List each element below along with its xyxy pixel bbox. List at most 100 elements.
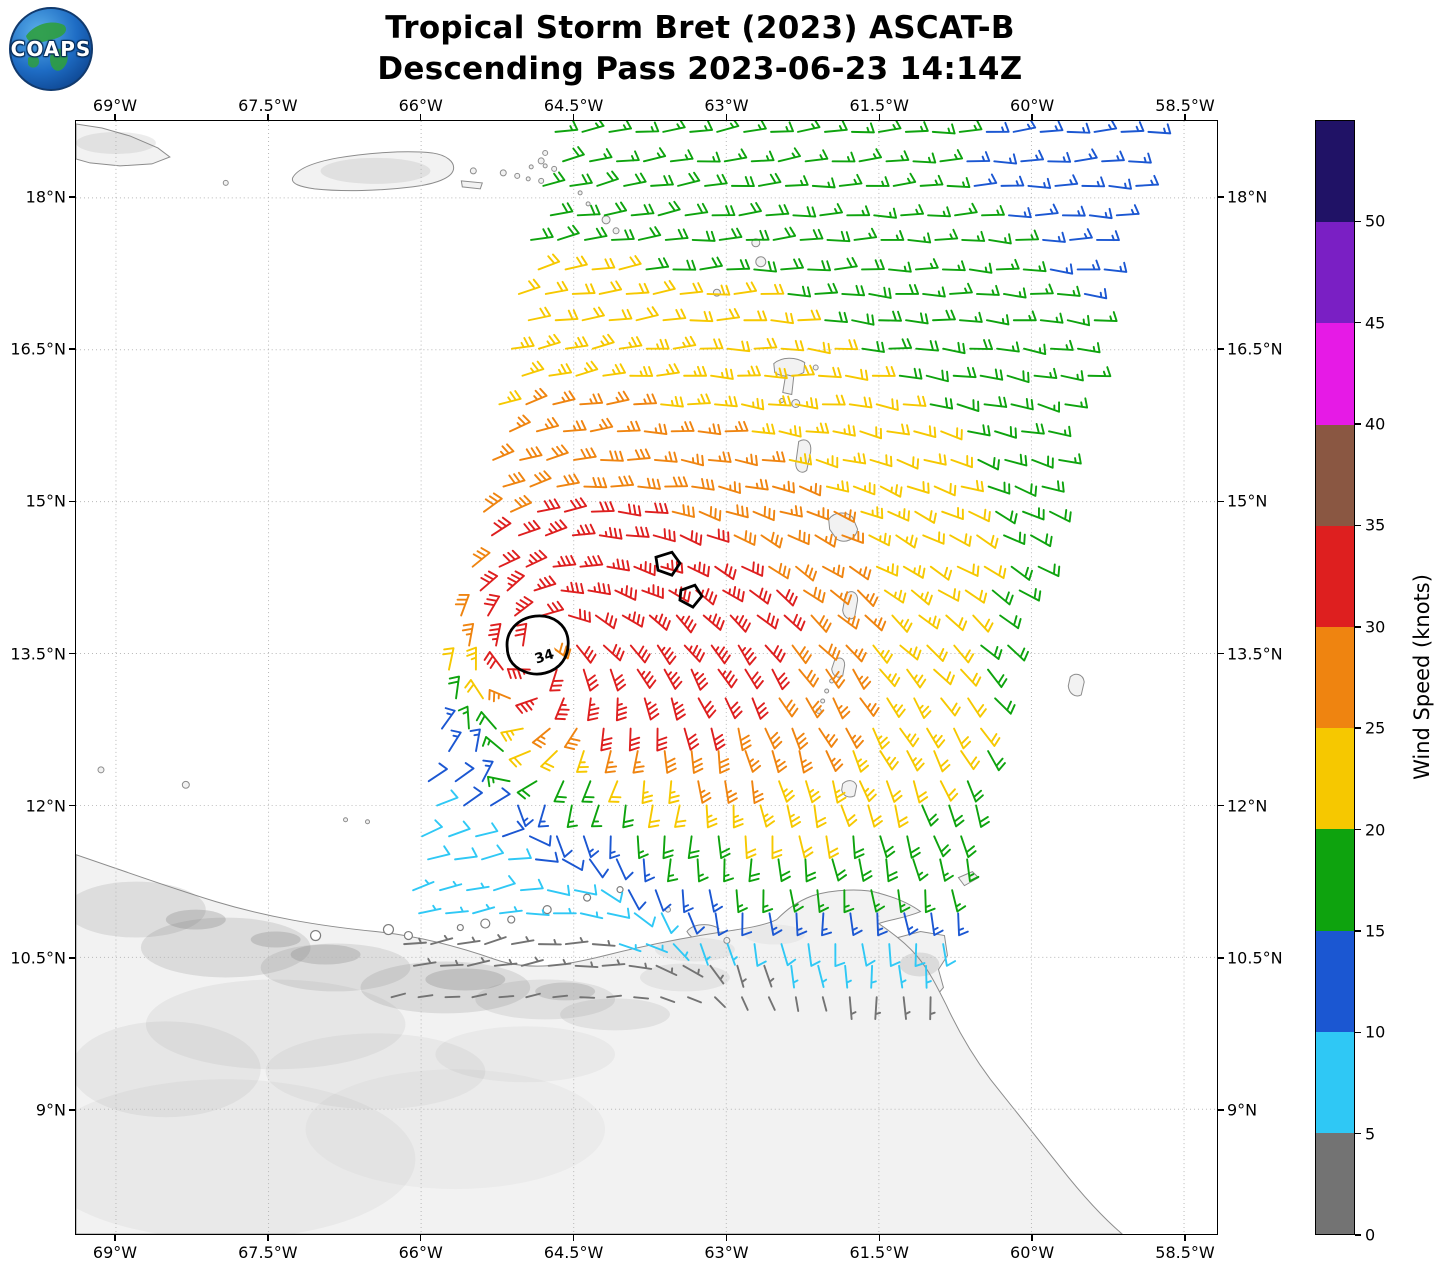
colorbar-tick-label: 0 xyxy=(1365,1225,1376,1245)
lat-tick-left xyxy=(69,348,75,350)
colorbar-segment xyxy=(1316,525,1354,627)
colorbar-tick xyxy=(1355,321,1361,324)
colorbar-tick-label: 10 xyxy=(1365,1022,1386,1042)
colorbar-segment xyxy=(1316,829,1354,931)
land-layer xyxy=(76,123,1123,1234)
lat-tick-right xyxy=(1218,804,1224,807)
colorbar-segment xyxy=(1316,323,1354,425)
lat-tick-right xyxy=(1218,348,1224,350)
lat-tick-right xyxy=(1218,500,1224,503)
colorbar-segment xyxy=(1316,121,1354,223)
lon-tick-top xyxy=(572,114,575,120)
coaps-logo: COAPS xyxy=(8,6,94,92)
colorbar-tick-label: 30 xyxy=(1365,617,1386,637)
map-canvas: 34 xyxy=(76,121,1217,1234)
lon-tick-label: 61.5°W xyxy=(849,1243,910,1262)
lat-tick-label: 16.5°N xyxy=(1227,339,1283,359)
contour-label-34: 34 xyxy=(533,646,557,667)
lat-tick-label: 16.5°N xyxy=(10,339,66,359)
lon-tick-label: 69°W xyxy=(92,96,138,115)
colorbar-tick-label: 35 xyxy=(1365,515,1386,535)
colorbar-segment xyxy=(1316,1031,1354,1133)
lon-tick-label: 58.5°W xyxy=(1155,96,1215,115)
colorbar-tick xyxy=(1355,727,1361,729)
lon-tick-bottom xyxy=(419,1235,422,1241)
lon-tick-label: 61.5°W xyxy=(849,96,910,115)
colorbar-segment xyxy=(1316,728,1354,830)
colorbar-tick-label: 40 xyxy=(1365,414,1386,434)
colorbar-segment xyxy=(1316,1132,1354,1235)
wind-barbs-layer xyxy=(390,121,1172,1021)
globe-icon xyxy=(9,7,93,91)
colorbar-segment xyxy=(1316,424,1354,526)
lat-tick-label: 12°N xyxy=(1227,796,1268,816)
lat-tick-label: 12°N xyxy=(25,796,66,816)
lat-tick-right xyxy=(1218,957,1224,959)
colorbar-tick-label: 45 xyxy=(1365,313,1386,333)
colorbar-title: Wind Speed (knots) xyxy=(1410,574,1434,780)
lon-tick-bottom xyxy=(725,1235,728,1241)
colorbar-tick xyxy=(1355,828,1361,831)
colorbar-tick xyxy=(1355,930,1361,932)
lon-tick-label: 58.5°W xyxy=(1155,1243,1215,1262)
colorbar-tick xyxy=(1355,524,1361,527)
colorbar-tick xyxy=(1355,1031,1361,1034)
colorbar xyxy=(1315,120,1355,1235)
lon-tick-label: 60°W xyxy=(1010,1243,1055,1262)
lon-tick-label: 66°W xyxy=(398,96,443,115)
title-line1: Tropical Storm Bret (2023) ASCAT-B xyxy=(385,10,1015,46)
lon-tick-top xyxy=(1031,114,1033,120)
lat-tick-label: 10.5°N xyxy=(1227,948,1283,968)
lat-tick-label: 10.5°N xyxy=(10,948,66,968)
lon-tick-top xyxy=(878,114,881,120)
lon-tick-bottom xyxy=(572,1235,575,1241)
lat-tick-left xyxy=(69,196,75,198)
lon-tick-top xyxy=(267,114,269,120)
lat-tick-left xyxy=(69,1109,75,1111)
lat-tick-left xyxy=(69,957,75,959)
lat-tick-label: 13.5°N xyxy=(1227,644,1283,663)
lat-tick-label: 15°N xyxy=(25,491,66,511)
lon-tick-label: 63°W xyxy=(704,1243,749,1262)
lon-tick-label: 67.5°W xyxy=(238,96,298,115)
colorbar-tick xyxy=(1355,220,1361,223)
lon-tick-bottom xyxy=(1184,1235,1186,1241)
colorbar-tick-label: 20 xyxy=(1365,820,1386,840)
lat-tick-right xyxy=(1218,1109,1224,1111)
lat-tick-label: 13.5°N xyxy=(10,644,66,663)
colorbar-tick xyxy=(1355,1234,1361,1236)
lat-tick-right xyxy=(1218,196,1224,198)
lon-tick-top xyxy=(114,114,116,120)
lon-tick-top xyxy=(725,114,728,120)
lat-tick-label: 9°N xyxy=(1227,1100,1258,1120)
lon-tick-label: 69°W xyxy=(92,1243,138,1262)
lon-tick-bottom xyxy=(267,1235,269,1241)
colorbar-tick-label: 15 xyxy=(1365,921,1386,941)
lon-tick-label: 66°W xyxy=(398,1243,443,1262)
title-line2: Descending Pass 2023-06-23 14:14Z xyxy=(377,51,1023,87)
lat-tick-left xyxy=(69,652,75,655)
colorbar-tick-label: 50 xyxy=(1365,211,1386,231)
colorbar-tick xyxy=(1355,423,1361,425)
lon-tick-label: 64.5°W xyxy=(543,1243,604,1262)
colorbar-tick-label: 5 xyxy=(1365,1124,1376,1144)
lon-tick-label: 63°W xyxy=(704,96,749,115)
storm-contours: 34 xyxy=(505,550,704,676)
lon-tick-label: 67.5°W xyxy=(238,1243,298,1262)
colorbar-segment xyxy=(1316,930,1354,1032)
lon-tick-bottom xyxy=(878,1235,881,1241)
logo-text: COAPS xyxy=(10,37,92,61)
lat-tick-label: 9°N xyxy=(35,1100,66,1120)
lon-tick-bottom xyxy=(1031,1235,1033,1241)
colorbar-tick-label: 25 xyxy=(1365,718,1386,738)
colorbar-tick xyxy=(1355,626,1361,628)
lon-tick-bottom xyxy=(114,1235,116,1241)
lat-tick-left xyxy=(69,804,75,807)
lat-tick-right xyxy=(1218,652,1224,655)
colorbar-tick xyxy=(1355,1132,1361,1135)
lat-tick-label: 15°N xyxy=(1227,491,1268,511)
lon-tick-label: 60°W xyxy=(1010,96,1055,115)
lat-tick-label: 18°N xyxy=(1227,187,1268,207)
lon-tick-label: 64.5°W xyxy=(543,96,604,115)
